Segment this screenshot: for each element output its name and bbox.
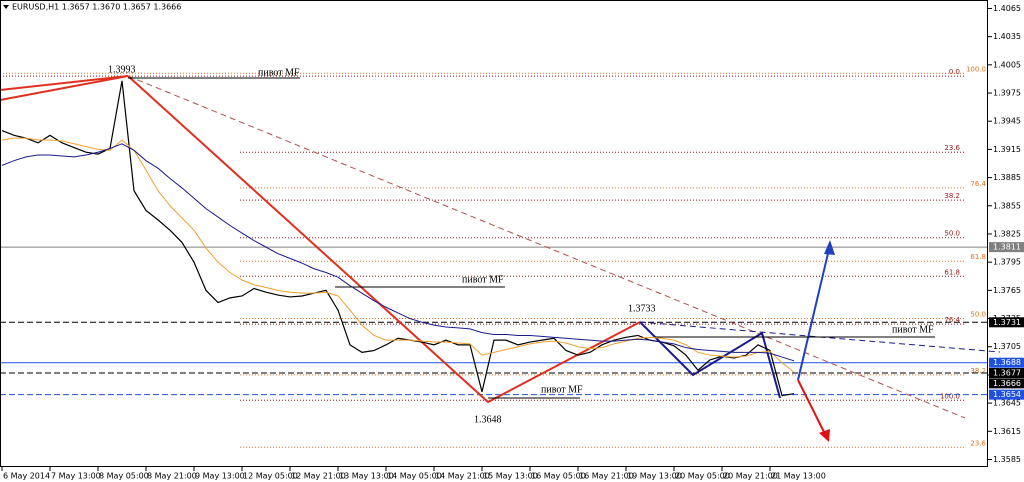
- x-tick-label: 14 May 21:00: [435, 472, 490, 481]
- price-label: 1.3731: [993, 318, 1021, 327]
- fib-label: 50.0: [970, 311, 986, 319]
- x-tick-label: 9 May 13:00: [195, 472, 245, 481]
- fib-label: 23.6: [944, 144, 960, 152]
- arrow: [797, 244, 831, 381]
- y-tick-label: 1.3795: [993, 258, 1021, 267]
- x-tick-label: 14 May 05:00: [387, 472, 442, 481]
- x-tick-label: 8 May 05:00: [99, 472, 149, 481]
- fib-label: 38.2: [944, 192, 960, 200]
- x-tick-label: 20 May 05:00: [675, 472, 730, 481]
- y-tick-label: 1.3975: [993, 89, 1021, 98]
- y-tick-label: 1.4005: [993, 60, 1021, 69]
- y-tick-label: 1.3855: [993, 201, 1021, 210]
- annotation: 1.3648: [474, 414, 502, 425]
- price-series: [1, 143, 795, 362]
- chart-title: EURUSD,H1 1.3657 1.3670 1.3657 1.3666: [12, 3, 181, 12]
- annotation: пивот MF: [258, 67, 300, 78]
- price-label-bg: [989, 389, 1024, 400]
- price-label-bg: [989, 317, 1024, 328]
- x-tick-label: 15 May 13:00: [483, 472, 538, 481]
- y-tick-label: 1.3945: [993, 117, 1021, 126]
- fib-label: 0.0: [949, 68, 960, 76]
- price-label: 1.3688: [993, 358, 1021, 367]
- fib-label: 100.0: [966, 65, 986, 73]
- x-tick-label: 19 May 13:00: [627, 472, 682, 481]
- price-label: 1.3811: [993, 243, 1021, 252]
- fib-label: 76.4: [970, 180, 986, 188]
- x-tick-label: 12 May 05:00: [243, 472, 298, 481]
- plot-frame: [0, 0, 988, 467]
- x-tick-label: 20 May 21:00: [723, 472, 778, 481]
- x-tick-label: 21 May 13:00: [771, 472, 826, 481]
- y-tick-label: 1.3585: [993, 455, 1021, 464]
- trend-line: [639, 321, 781, 399]
- annotation: пивот MF: [892, 324, 934, 335]
- annotation: пивот MF: [462, 274, 504, 285]
- annotation: 1.3733: [628, 303, 656, 314]
- y-tick-label: 1.3885: [993, 173, 1021, 182]
- fib-label: 61.8: [944, 268, 960, 276]
- y-tick-label: 1.4065: [993, 4, 1021, 13]
- x-tick-label: 16 May 21:00: [579, 472, 634, 481]
- menu-triangle[interactable]: [3, 5, 9, 9]
- y-tick-label: 1.3705: [993, 342, 1021, 351]
- arrow: [797, 379, 827, 437]
- arrow-head: [819, 429, 830, 442]
- annotation: пивот MF: [541, 384, 583, 395]
- annotation: 1.3993: [108, 64, 136, 75]
- price-label-bg: [989, 368, 1024, 379]
- x-tick-label: 16 May 05:00: [531, 472, 586, 481]
- trend-line: [127, 75, 966, 419]
- y-tick-label: 1.3915: [993, 145, 1021, 154]
- y-tick-label: 1.3645: [993, 399, 1021, 408]
- x-tick-label: 7 May 13:00: [51, 472, 101, 481]
- price-label-bg: [989, 242, 1024, 253]
- fib-label: 100.0: [940, 392, 960, 400]
- y-tick-label: 1.3825: [993, 229, 1021, 238]
- fib-label: 61.8: [970, 253, 986, 261]
- x-tick-label: 12 May 21:00: [291, 472, 346, 481]
- y-tick-label: 1.3765: [993, 286, 1021, 295]
- price-label-bg: [989, 378, 1024, 389]
- x-tick-label: 6 May 2014: [3, 472, 50, 481]
- y-tick-label: 1.3615: [993, 427, 1021, 436]
- price-label: 1.3654: [993, 390, 1021, 399]
- fib-label: 23.6: [970, 439, 986, 447]
- price-label: 1.3666: [993, 379, 1021, 388]
- price-label: 1.3677: [993, 369, 1021, 378]
- fib-label: 38.2: [970, 367, 986, 375]
- y-tick-label: 1.4035: [993, 32, 1021, 41]
- arrow-head: [824, 240, 835, 255]
- fib-label: 76.4: [944, 316, 960, 324]
- fib-label: 50.0: [944, 230, 960, 238]
- x-tick-label: 8 May 21:00: [147, 472, 197, 481]
- price-label-bg: [989, 357, 1024, 368]
- x-tick-label: 13 May 13:00: [339, 472, 394, 481]
